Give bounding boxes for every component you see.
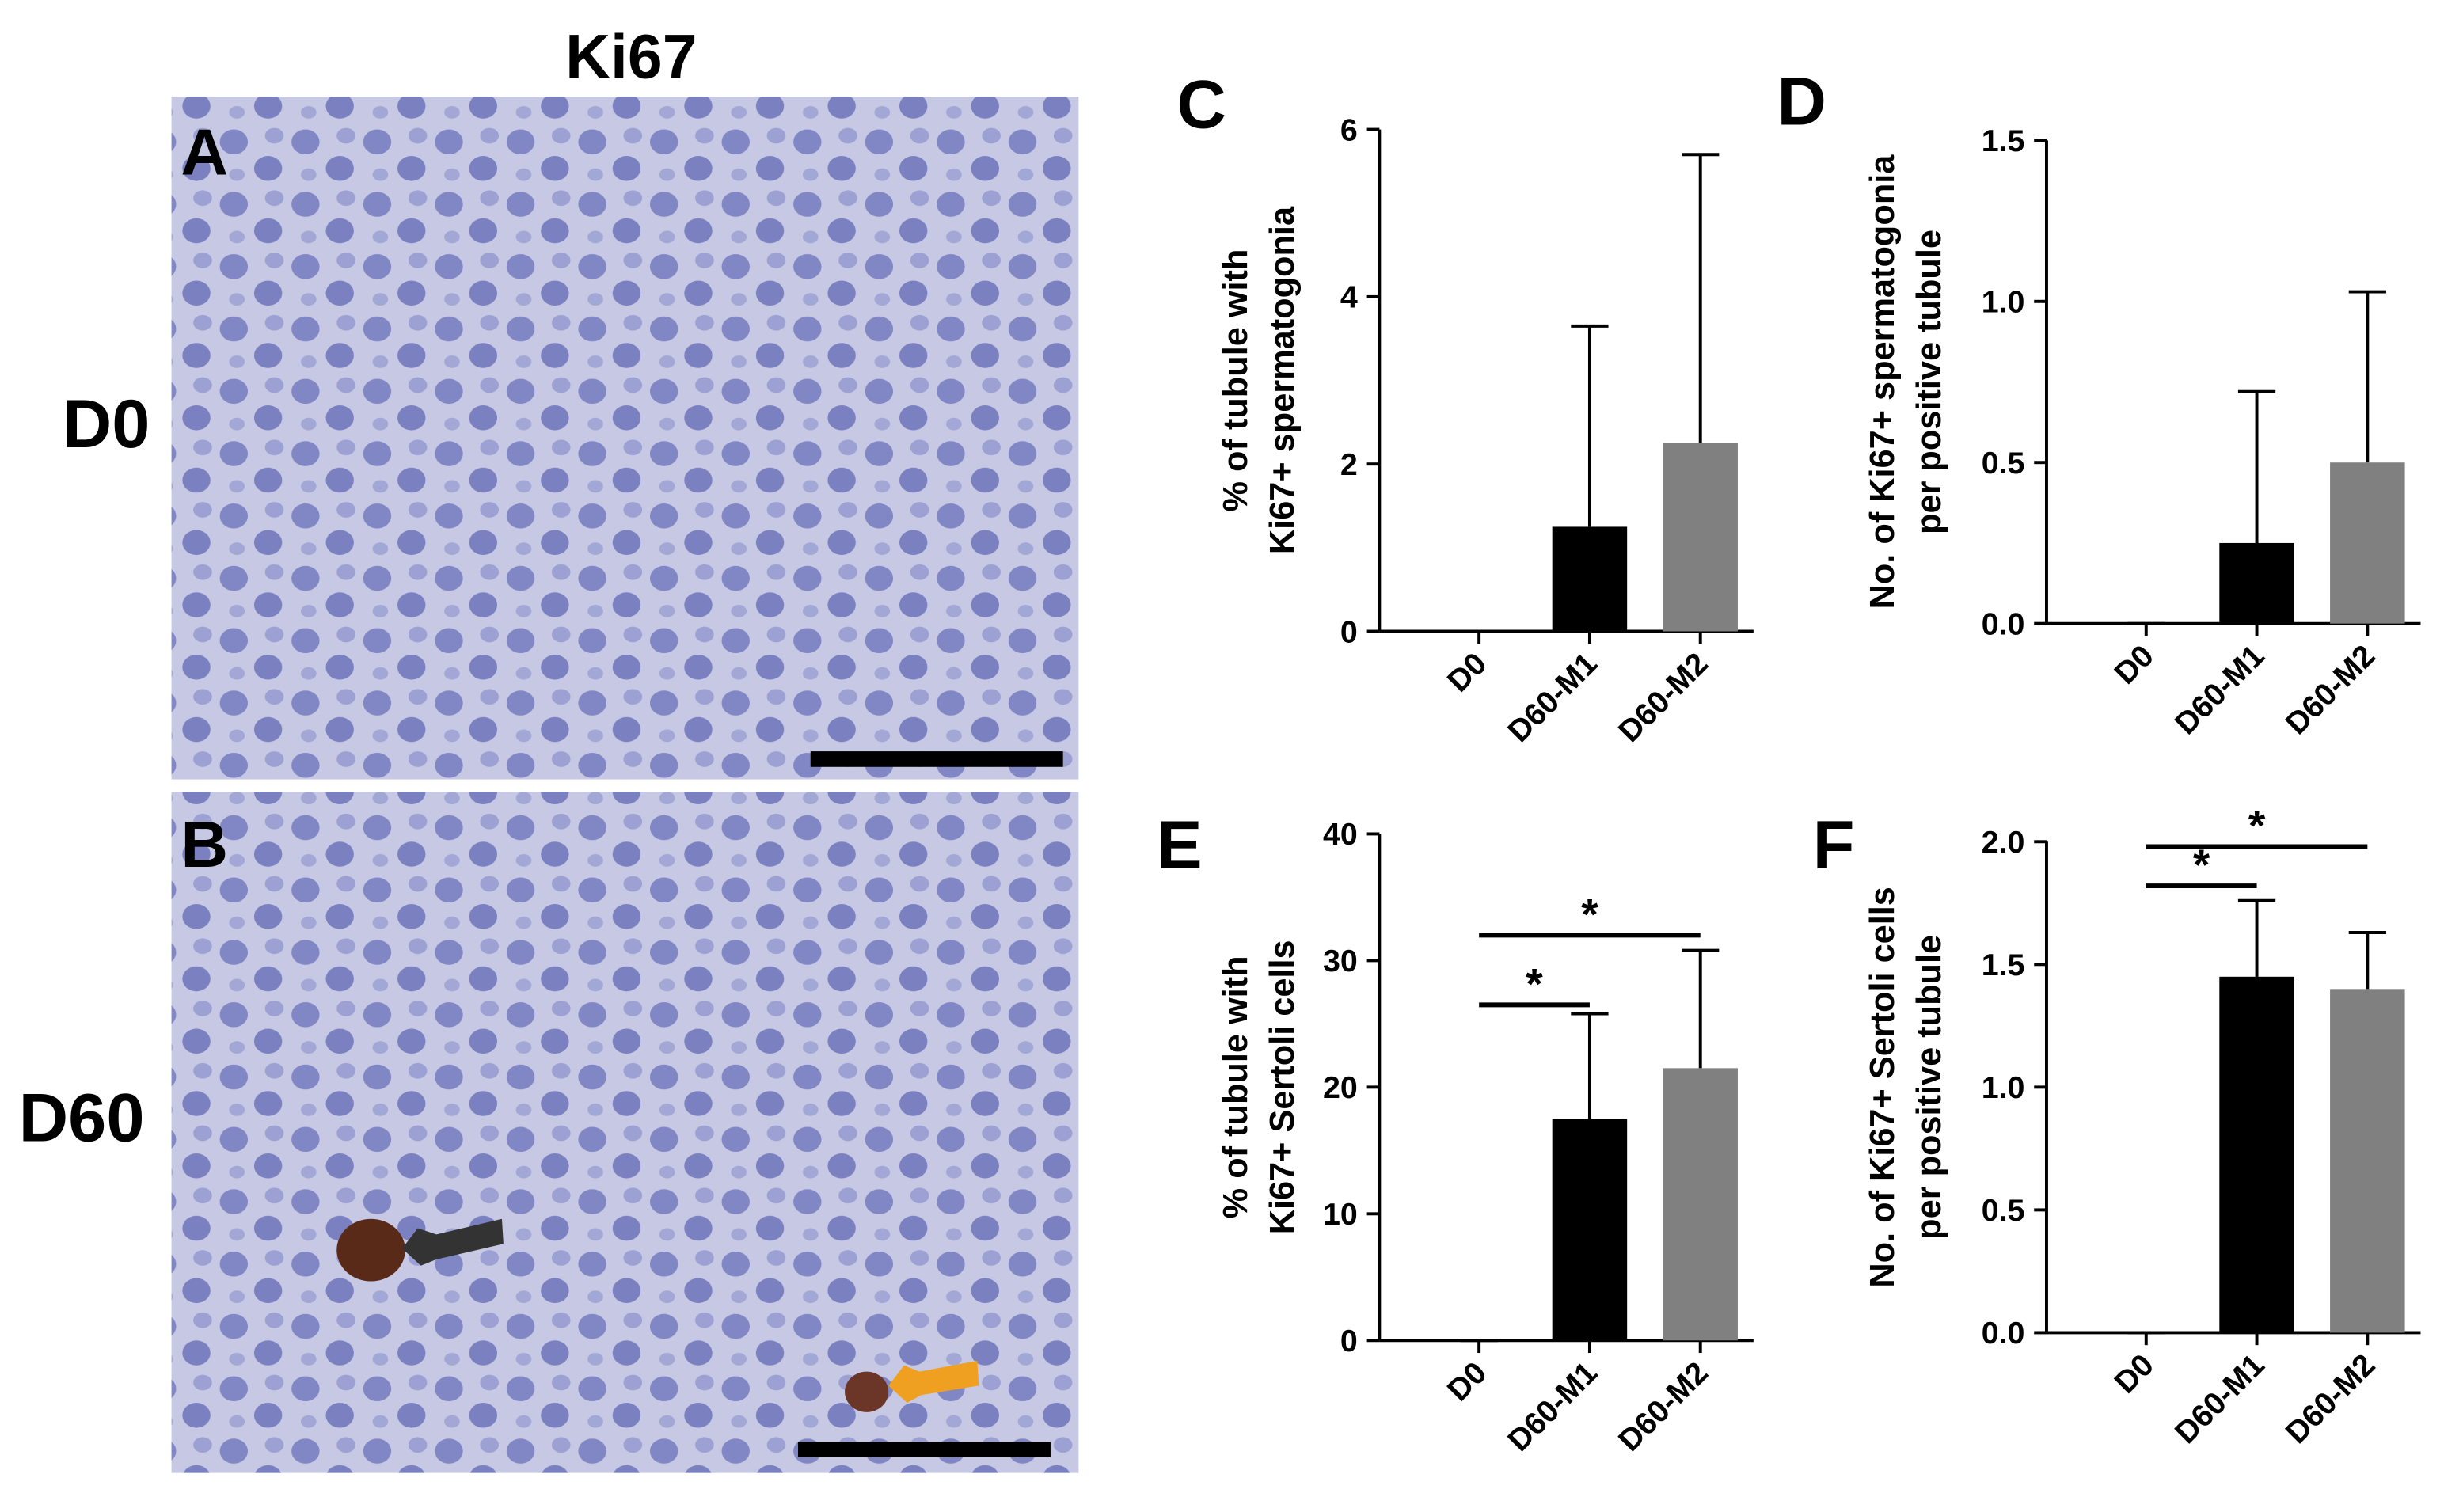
significance-label: * xyxy=(2193,840,2210,889)
positive-cell xyxy=(336,1218,405,1282)
y-tick-label: 10 xyxy=(1323,1197,1358,1232)
y-tick-label: 1.5 xyxy=(1982,123,2025,158)
scale-bar xyxy=(810,751,1063,767)
y-tick-label: 20 xyxy=(1323,1070,1358,1105)
scale-bar xyxy=(798,1442,1051,1457)
y-axis-label: No. of Ki67+ Sertoli cells xyxy=(1864,887,1902,1288)
x-tick-label: D60-M1 xyxy=(2168,1347,2271,1450)
bar xyxy=(2330,989,2405,1333)
panel-letter: B xyxy=(181,807,228,881)
group-label: D0 xyxy=(63,386,150,462)
arrow xyxy=(401,1218,504,1266)
y-tick-label: 0.0 xyxy=(1982,606,2025,641)
panel-letter: E xyxy=(1157,807,1203,883)
significance-label: * xyxy=(2248,801,2266,850)
x-tick-label: D60-M2 xyxy=(1612,1355,1715,1458)
y-tick-label: 1.5 xyxy=(1982,948,2025,982)
y-axis-label: per positive tubule xyxy=(1910,230,1948,534)
y-tick-label: 0.5 xyxy=(1982,446,2025,481)
x-tick-label: D0 xyxy=(2108,638,2161,691)
bar xyxy=(1663,443,1738,632)
y-tick-label: 40 xyxy=(1323,817,1358,852)
y-axis-label: % of tubule with xyxy=(1217,955,1255,1218)
x-tick-label: D60-M2 xyxy=(1612,646,1715,749)
bar xyxy=(1552,1119,1628,1341)
positive-cell xyxy=(845,1371,889,1412)
y-tick-label: 2 xyxy=(1340,447,1358,482)
micrograph xyxy=(171,97,1079,780)
y-tick-label: 1.0 xyxy=(1982,1070,2025,1105)
panel-letter: D xyxy=(1777,64,1826,140)
y-tick-label: 4 xyxy=(1340,280,1358,315)
panel-letter: F xyxy=(1813,807,1855,883)
panel-letter: A xyxy=(181,116,228,189)
y-axis-label: per positive tubule xyxy=(1910,935,1948,1240)
panel-letter: C xyxy=(1176,67,1226,143)
y-axis-label: % of tubule with xyxy=(1217,249,1255,512)
group-label: D60 xyxy=(19,1080,145,1156)
stain-title: Ki67 xyxy=(565,22,697,92)
bar xyxy=(2330,462,2405,624)
x-tick-label: D60-M2 xyxy=(2279,1347,2381,1450)
x-tick-label: D60-M1 xyxy=(1501,1355,1604,1458)
x-tick-label: D60-M1 xyxy=(1501,646,1604,749)
bar xyxy=(1552,526,1628,632)
y-tick-label: 30 xyxy=(1323,944,1358,978)
y-axis-label: No. of Ki67+ spermatogonia xyxy=(1864,154,1902,610)
x-tick-label: D0 xyxy=(1441,1355,1494,1408)
x-tick-label: D0 xyxy=(2108,1347,2161,1400)
bar xyxy=(2219,976,2294,1333)
micrograph xyxy=(171,792,1079,1473)
significance-label: * xyxy=(1526,959,1543,1009)
significance-label: * xyxy=(1581,890,1598,939)
arrow xyxy=(888,1360,979,1404)
x-tick-label: D0 xyxy=(1441,646,1494,699)
y-tick-label: 0 xyxy=(1340,1324,1358,1358)
x-tick-label: D60-M1 xyxy=(2168,638,2271,741)
y-tick-label: 0 xyxy=(1340,614,1358,649)
y-tick-label: 0.0 xyxy=(1982,1316,2025,1351)
y-tick-label: 1.0 xyxy=(1982,285,2025,320)
bar xyxy=(1663,1068,1738,1341)
y-tick-label: 2.0 xyxy=(1982,825,2025,860)
bar xyxy=(2219,542,2294,624)
y-axis-label: Ki67+ Sertoli cells xyxy=(1264,940,1302,1234)
x-tick-label: D60-M2 xyxy=(2279,638,2381,741)
y-tick-label: 6 xyxy=(1340,112,1358,147)
y-tick-label: 0.5 xyxy=(1982,1193,2025,1228)
y-axis-label: Ki67+ spermatogonia xyxy=(1264,206,1302,554)
